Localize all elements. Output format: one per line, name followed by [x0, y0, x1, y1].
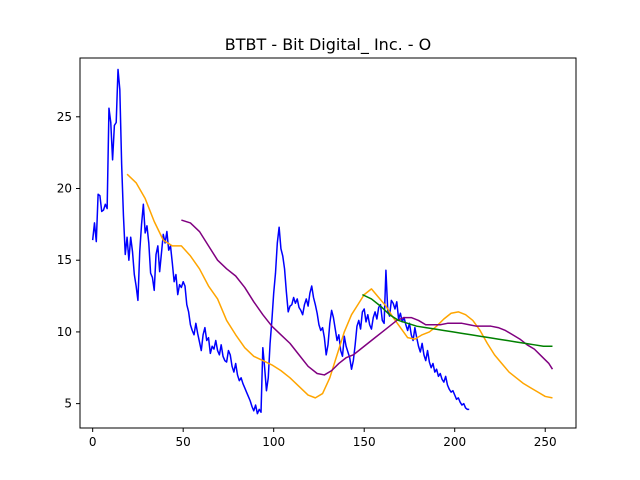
series-line-2	[126, 173, 553, 399]
x-axis: 0 50 100 150 200 250	[89, 428, 557, 449]
series-line-4	[362, 293, 553, 348]
plot-frame	[79, 57, 577, 429]
x-tick-label: 50	[176, 435, 191, 449]
y-tick-label: 15	[57, 253, 72, 267]
x-tick-label: 150	[353, 435, 376, 449]
x-tick-label: 200	[443, 435, 466, 449]
y-tick-label: 5	[64, 397, 72, 411]
plot-area	[91, 68, 554, 415]
chart-title: BTBT - Bit Digital_ Inc. - O	[225, 35, 431, 55]
y-tick-label: 10	[57, 325, 72, 339]
series-line-1	[91, 68, 470, 415]
series-line-3	[181, 219, 554, 376]
y-tick-label: 25	[57, 110, 72, 124]
x-tick-label: 250	[534, 435, 557, 449]
x-tick-label: 100	[262, 435, 285, 449]
y-axis: 5 10 15 20 25	[57, 110, 80, 411]
y-tick-label: 20	[57, 182, 72, 196]
x-tick-label: 0	[89, 435, 97, 449]
